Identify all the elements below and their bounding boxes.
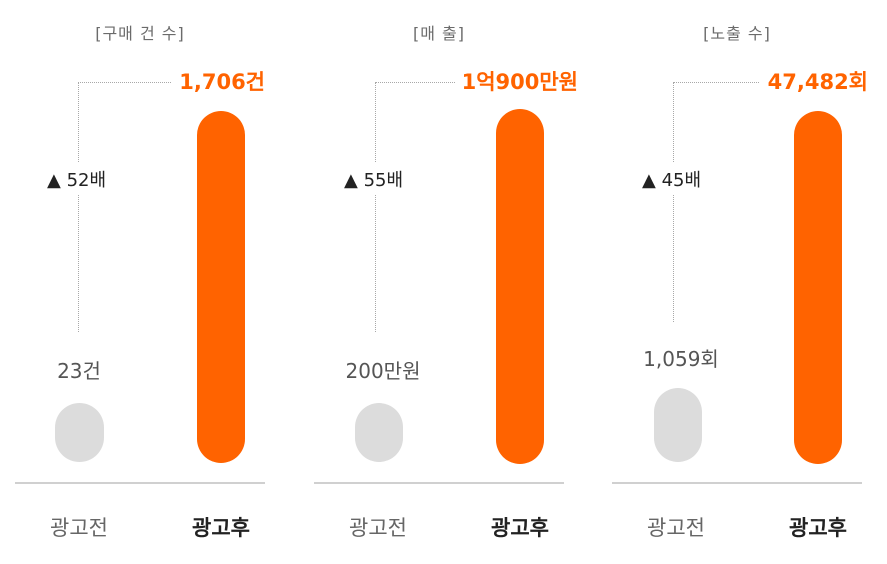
after-value-label: 1,706건: [179, 70, 265, 94]
chart-title: [노출 수]: [703, 24, 771, 43]
after-value-label: 1억900만원: [461, 70, 578, 94]
category-label-before: 광고전: [647, 516, 705, 540]
baseline: [612, 482, 862, 484]
bracket-vertical: [375, 82, 376, 332]
ratio-label: ▲ 55배: [344, 163, 404, 195]
bracket-horizontal: [78, 82, 171, 83]
bar-before: [55, 403, 104, 462]
bracket-horizontal: [673, 82, 759, 83]
bar-after: [496, 109, 544, 464]
bracket-vertical: [673, 82, 674, 322]
chart-panel-revenue: [매 출] 1억900만원 ▲ 55배 200만원 광고전 광고후: [314, 0, 578, 564]
bar-before: [355, 403, 403, 462]
category-label-after: 광고후: [491, 516, 549, 540]
before-value-label: 23건: [57, 359, 101, 383]
bar-after: [794, 111, 842, 464]
bar-before: [654, 388, 702, 462]
before-value-label: 1,059회: [643, 347, 719, 371]
category-label-after: 광고후: [192, 516, 250, 540]
ratio-label: ▲ 45배: [642, 163, 702, 195]
bar-after: [197, 111, 245, 463]
chart-panel-purchases: [구매 건 수] 1,706건 ▲ 52배 23건 광고전 광고후: [15, 0, 265, 564]
chart-title: [구매 건 수]: [95, 24, 185, 43]
chart-title: [매 출]: [412, 24, 465, 43]
category-label-before: 광고전: [349, 516, 407, 540]
before-value-label: 200만원: [345, 359, 421, 383]
bracket-horizontal: [375, 82, 455, 83]
category-label-before: 광고전: [50, 516, 108, 540]
baseline: [314, 482, 564, 484]
baseline: [15, 482, 265, 484]
category-label-after: 광고후: [789, 516, 847, 540]
chart-panel-impressions: [노출 수] 47,482회 ▲ 45배 1,059회 광고전 광고후: [612, 0, 868, 564]
bracket-vertical: [78, 82, 79, 332]
ratio-label: ▲ 52배: [47, 163, 107, 195]
after-value-label: 47,482회: [767, 70, 868, 94]
